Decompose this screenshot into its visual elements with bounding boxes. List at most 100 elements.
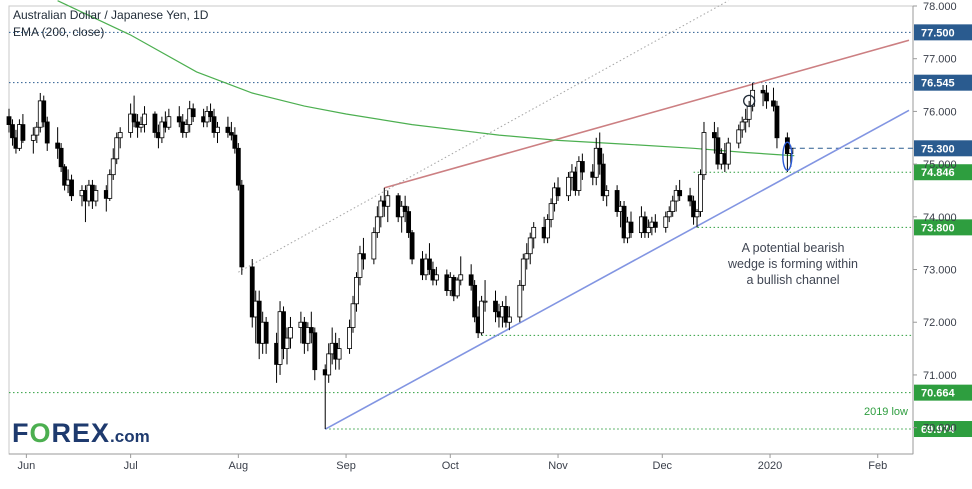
candle (30, 127, 36, 154)
candle (152, 111, 158, 138)
candle-body (652, 221, 658, 228)
candle-body (215, 126, 220, 133)
candle-body (468, 274, 474, 286)
candle-body (687, 195, 693, 202)
y-tick-label: 70.000 (923, 423, 957, 435)
candle-body (361, 253, 366, 260)
candle (614, 185, 620, 217)
candle (232, 127, 238, 154)
candle-body (600, 163, 606, 197)
candle-body (263, 321, 269, 344)
candle (517, 280, 523, 323)
candle-body (743, 118, 749, 123)
candle (361, 237, 366, 270)
x-tick-label: Oct (442, 460, 459, 472)
price-level-tag (914, 24, 972, 41)
candle (743, 108, 749, 133)
candle-body (774, 105, 780, 139)
candle-body (336, 348, 342, 360)
price-level-label: 73.800 (921, 222, 955, 234)
candle (715, 127, 721, 170)
candle (482, 280, 488, 312)
touch-marker-ellipse (782, 141, 793, 171)
candle-body (604, 190, 610, 197)
candle (308, 311, 314, 344)
candle (208, 103, 213, 122)
candle (725, 137, 731, 170)
candle-body (128, 113, 134, 133)
candle (468, 264, 474, 291)
candle-body (566, 176, 571, 197)
price-level-tag (914, 164, 972, 181)
price-level-tag (914, 74, 972, 91)
candle (176, 106, 182, 128)
x-tick-label: Dec (653, 460, 673, 472)
candle-body (555, 187, 561, 197)
candle-body (159, 121, 165, 139)
candle (34, 121, 40, 144)
price-level-tag (914, 219, 972, 236)
candle-body (34, 126, 40, 136)
candle-body (472, 284, 478, 318)
x-tick-label: Aug (229, 460, 249, 472)
candle (548, 198, 554, 228)
candle (93, 185, 99, 207)
candle (347, 319, 352, 354)
candle-body (784, 137, 790, 154)
price-level-label: 74.846 (921, 167, 955, 179)
candle-body (58, 147, 64, 168)
candle-body (308, 327, 314, 334)
candle (760, 85, 766, 107)
candle-body (374, 216, 380, 234)
x-tick-label: Jul (124, 460, 138, 472)
candle (110, 148, 116, 180)
candle-body (138, 124, 144, 128)
candle (10, 119, 15, 146)
candle-body (520, 258, 526, 286)
candle-body (176, 116, 182, 123)
candle-body (531, 226, 537, 239)
annotation-line: A potential bearish (741, 241, 845, 255)
price-level-label: 75.300 (921, 143, 955, 155)
candle (117, 127, 123, 149)
price-level-tag (914, 140, 972, 157)
candle-body (402, 205, 408, 212)
chart-title: Australian Dollar / Japanese Yen, 1D (13, 8, 209, 22)
candle (472, 280, 478, 323)
trendline-channel-top-dotted (238, 0, 729, 273)
candle-body (545, 219, 551, 239)
candle-body (427, 258, 432, 270)
candle-body (698, 174, 703, 212)
candle (670, 195, 676, 217)
candle (694, 208, 700, 228)
candle-body (117, 132, 123, 139)
candle-body (69, 179, 74, 197)
candle-body (20, 124, 26, 141)
candle (114, 132, 120, 165)
y-tick-label: 72.000 (923, 317, 957, 329)
candle (645, 219, 651, 238)
candle-body (628, 221, 634, 234)
candle-body (225, 126, 231, 133)
candle-body (385, 195, 391, 207)
candle (225, 116, 231, 138)
candle-body (517, 284, 523, 318)
candle (527, 232, 533, 265)
y-tick-label: 78.000 (923, 1, 957, 13)
candle-body (506, 316, 512, 323)
candle-body (284, 337, 290, 349)
candle (58, 143, 64, 173)
candle (20, 114, 26, 144)
candle-body (239, 184, 245, 268)
candle-body (614, 190, 620, 212)
candle (385, 190, 391, 223)
candle (579, 153, 585, 180)
candle (357, 245, 363, 286)
candle (663, 211, 669, 233)
candle-body (110, 158, 116, 176)
candle (555, 177, 561, 202)
candle (784, 132, 790, 173)
candle-body (228, 132, 234, 136)
